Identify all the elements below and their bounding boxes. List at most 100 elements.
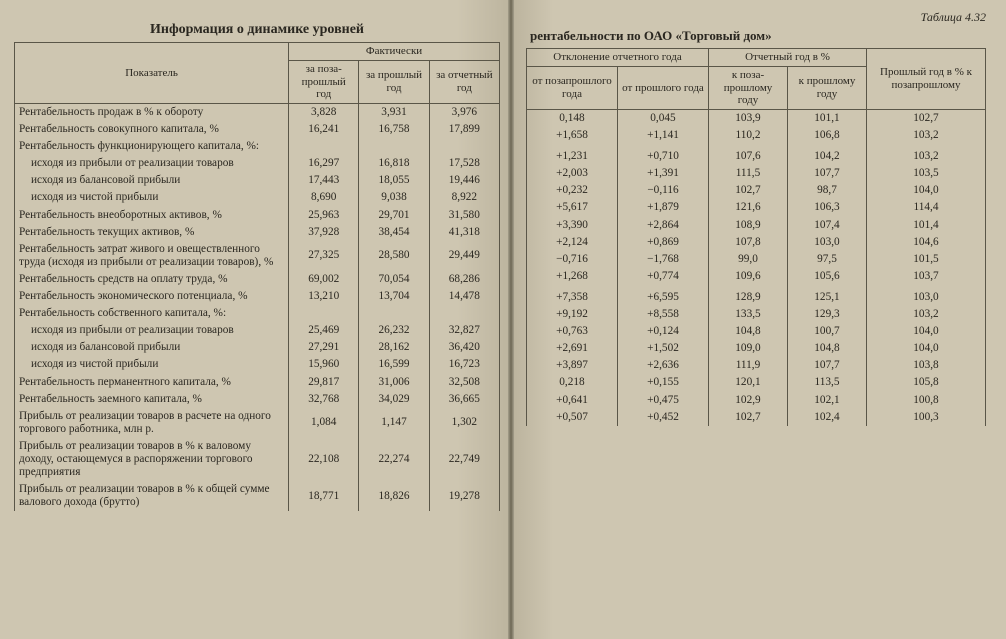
cell-value: +1,391 <box>618 165 709 182</box>
cell-value: 0,045 <box>618 110 709 128</box>
table-row: +5,617+1,879121,6106,3114,4 <box>527 199 986 216</box>
cell-value: 29,817 <box>289 374 359 391</box>
table-row: Рентабельность перманентного капитала, %… <box>15 374 500 391</box>
cell-value <box>429 138 499 155</box>
cell-value: 104,8 <box>788 340 867 357</box>
cell-value: 107,6 <box>709 148 788 165</box>
cell-value: +9,192 <box>527 306 618 323</box>
cell-value: 104,8 <box>709 323 788 340</box>
th-indicator: Показатель <box>15 43 289 104</box>
book-spread: Информация о динамике уровней Показатель… <box>0 0 1006 639</box>
cell-value: 28,580 <box>359 241 429 271</box>
cell-value: 101,4 <box>867 217 986 234</box>
cell-value: 31,006 <box>359 374 429 391</box>
cell-value: 68,286 <box>429 271 499 288</box>
cell-value: 103,9 <box>709 110 788 128</box>
table-row: −0,716−1,76899,097,5101,5 <box>527 251 986 268</box>
cell-value: 3,931 <box>359 104 429 122</box>
cell-value: +0,869 <box>618 234 709 251</box>
cell-value: 108,9 <box>709 217 788 234</box>
cell-value: 103,2 <box>867 306 986 323</box>
cell-value: +0,475 <box>618 392 709 409</box>
cell-value: +5,617 <box>527 199 618 216</box>
row-label: Рентабельность затрат живого и овеществл… <box>15 241 289 271</box>
cell-value: 29,449 <box>429 241 499 271</box>
cell-value: 8,922 <box>429 189 499 206</box>
cell-value: 99,0 <box>709 251 788 268</box>
row-label: Рентабельность перманентного капитала, % <box>15 374 289 391</box>
cell-value: +7,358 <box>527 289 618 306</box>
cell-value: +1,502 <box>618 340 709 357</box>
cell-value <box>359 305 429 322</box>
table-row: Прибыль от реализации товаров в расчете … <box>15 408 500 438</box>
table-row: Рентабельность функционирующего капитала… <box>15 138 500 155</box>
cell-value: 100,8 <box>867 392 986 409</box>
table-row: Рентабельность собственного капитала, %: <box>15 305 500 322</box>
table-row: 0,1480,045103,9101,1102,7 <box>527 110 986 128</box>
row-label: Рентабельность совокупного капитала, % <box>15 121 289 138</box>
cell-value: 1,302 <box>429 408 499 438</box>
table-row: +3,897+2,636111,9107,7103,8 <box>527 357 986 374</box>
row-label: Прибыль от реализации товаров в % к вало… <box>15 438 289 481</box>
left-page: Информация о динамике уровней Показатель… <box>0 0 508 639</box>
cell-value: 98,7 <box>788 182 867 199</box>
cell-value: 36,665 <box>429 391 499 408</box>
table-row: исходя из чистой прибыли15,96016,59916,7… <box>15 356 500 373</box>
cell-value: 18,055 <box>359 172 429 189</box>
cell-value: 31,580 <box>429 207 499 224</box>
cell-value: 129,3 <box>788 306 867 323</box>
cell-value: 27,291 <box>289 339 359 356</box>
cell-value: 102,1 <box>788 392 867 409</box>
cell-value: +3,897 <box>527 357 618 374</box>
table-row: +7,358+6,595128,9125,1103,0 <box>527 289 986 306</box>
table-row: +0,507+0,452102,7102,4100,3 <box>527 409 986 426</box>
table-row: исходя из чистой прибыли8,6909,0388,922 <box>15 189 500 206</box>
cell-value: 25,963 <box>289 207 359 224</box>
row-label: Рентабельность средств на оплату труда, … <box>15 271 289 288</box>
cell-value: 102,9 <box>709 392 788 409</box>
row-label: исходя из балансовой прибыли <box>15 339 289 356</box>
left-title: Информация о динамике уровней <box>14 22 500 38</box>
cell-value: +0,452 <box>618 409 709 426</box>
cell-value: +0,763 <box>527 323 618 340</box>
cell-value: 41,318 <box>429 224 499 241</box>
cell-value: 107,8 <box>709 234 788 251</box>
table-row: +0,641+0,475102,9102,1100,8 <box>527 392 986 409</box>
cell-value: 104,2 <box>788 148 867 165</box>
cell-value: 18,771 <box>289 481 359 511</box>
left-table: Показатель Фактически за поза-прошлый го… <box>14 42 500 511</box>
cell-value <box>289 138 359 155</box>
cell-value: 19,446 <box>429 172 499 189</box>
table-row: +2,003+1,391111,5107,7103,5 <box>527 165 986 182</box>
cell-value: 101,5 <box>867 251 986 268</box>
table-row: +3,390+2,864108,9107,4101,4 <box>527 217 986 234</box>
cell-value: 107,4 <box>788 217 867 234</box>
table-row: исходя из балансовой прибыли27,29128,162… <box>15 339 500 356</box>
row-label: Прибыль от реализации товаров в % к обще… <box>15 481 289 511</box>
table-row: +1,658+1,141110,2106,8103,2 <box>527 127 986 144</box>
cell-value: 8,690 <box>289 189 359 206</box>
cell-value: +0,710 <box>618 148 709 165</box>
cell-value: 104,0 <box>867 340 986 357</box>
table-row: исходя из прибыли от реализации товаров2… <box>15 322 500 339</box>
row-label: исходя из чистой прибыли <box>15 356 289 373</box>
cell-value: +0,641 <box>527 392 618 409</box>
table-row: +0,232−0,116102,798,7104,0 <box>527 182 986 199</box>
row-label: исходя из балансовой прибыли <box>15 172 289 189</box>
left-table-body: Рентабельность продаж в % к обороту3,828… <box>15 104 500 512</box>
cell-value: 18,826 <box>359 481 429 511</box>
table-row: 0,218+0,155120,1113,5105,8 <box>527 374 986 391</box>
th-dev-prev: от прошлого года <box>618 66 709 109</box>
cell-value: 25,469 <box>289 322 359 339</box>
cell-value: 102,7 <box>867 110 986 128</box>
cell-value <box>359 138 429 155</box>
cell-value: 102,7 <box>709 409 788 426</box>
cell-value: 28,162 <box>359 339 429 356</box>
th-prev: за прошлый год <box>359 60 429 103</box>
table-row: +0,763+0,124104,8100,7104,0 <box>527 323 986 340</box>
cell-value: 107,7 <box>788 165 867 182</box>
cell-value: +1,141 <box>618 127 709 144</box>
cell-value: 36,420 <box>429 339 499 356</box>
cell-value: 22,108 <box>289 438 359 481</box>
cell-value: +8,558 <box>618 306 709 323</box>
